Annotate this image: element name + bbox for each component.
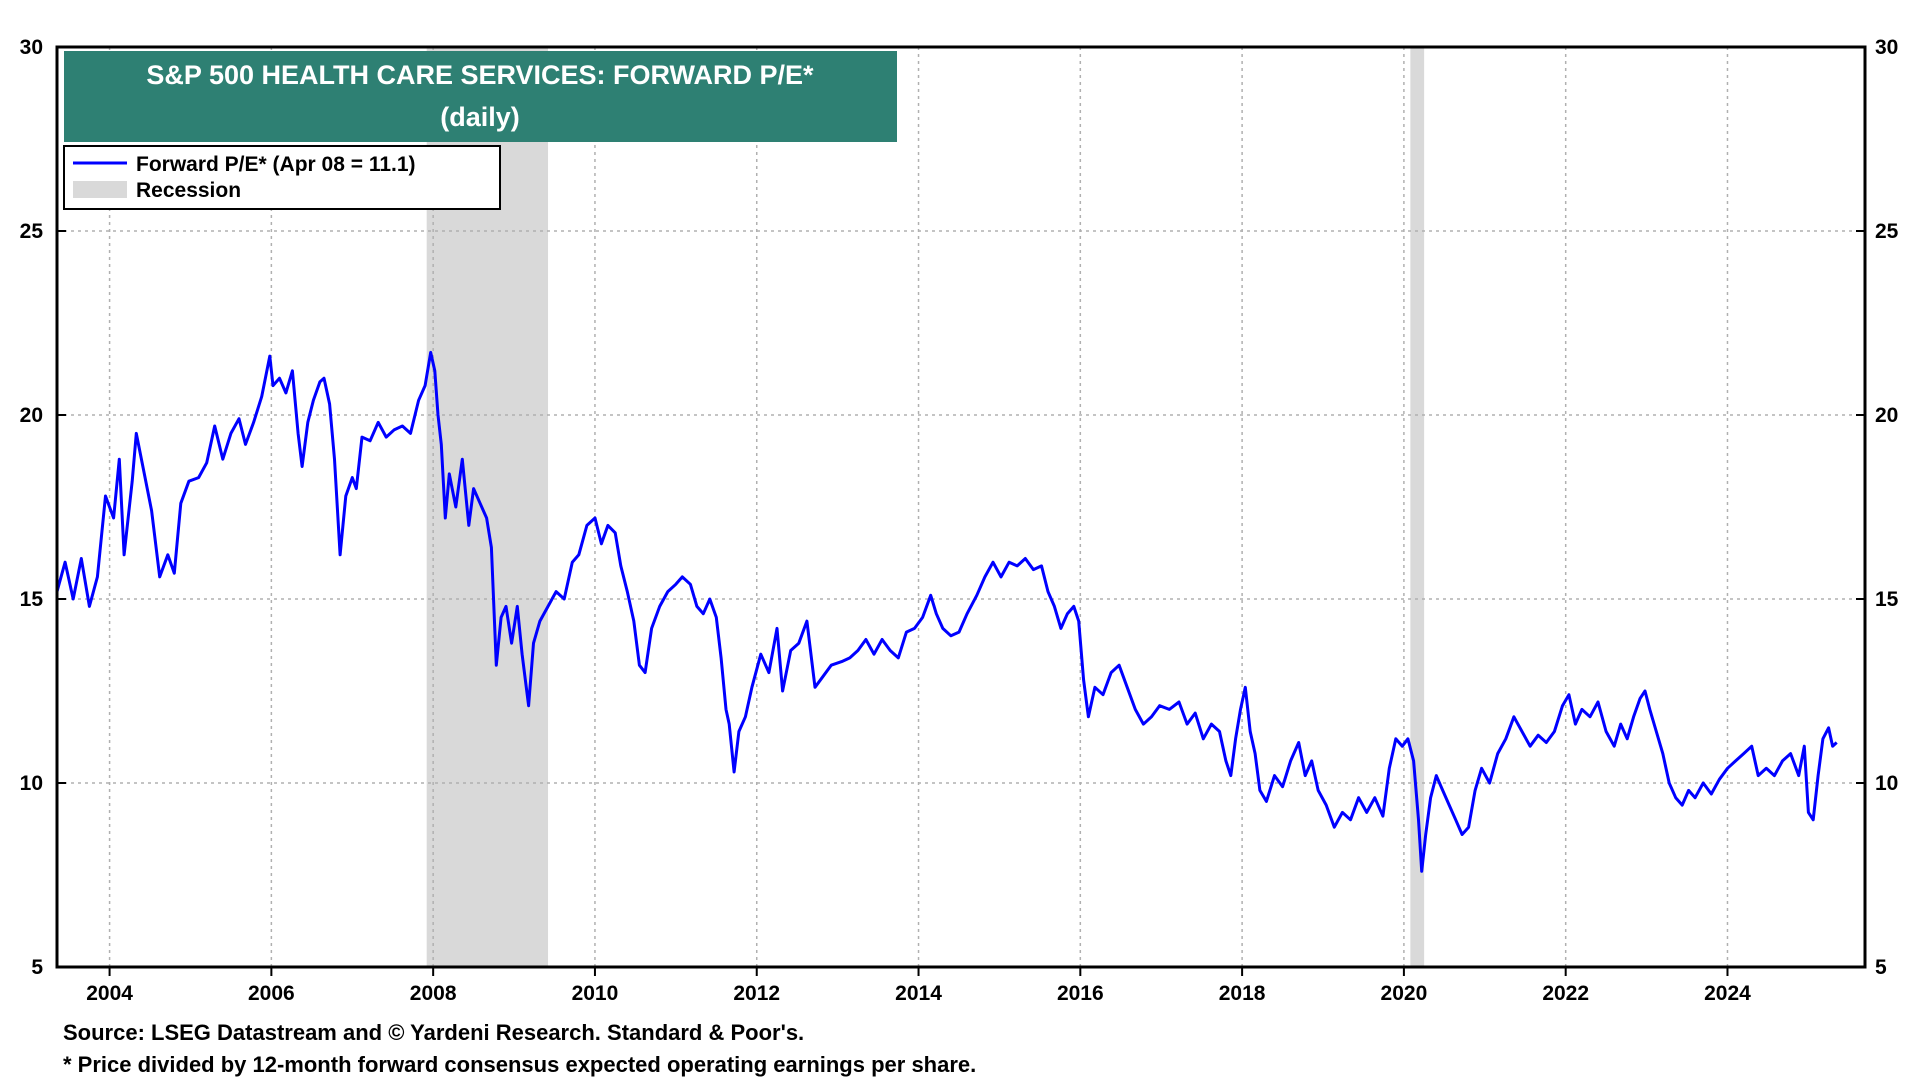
x-tick-label-2020: 2020 bbox=[1381, 982, 1428, 1005]
x-tick-label-2014: 2014 bbox=[895, 982, 942, 1005]
x-tick-label-2004: 2004 bbox=[86, 982, 133, 1005]
legend-recession-swatch bbox=[73, 181, 127, 198]
legend-box bbox=[63, 145, 501, 210]
legend-recession-label: Recession bbox=[136, 179, 241, 202]
definition-note: * Price divided by 12-month forward cons… bbox=[63, 1052, 977, 1077]
legend-series-label: Forward P/E* (Apr 08 = 11.1) bbox=[136, 153, 416, 176]
recession-bands bbox=[426, 47, 1425, 967]
y-tick-label-left-10: 10 bbox=[20, 772, 43, 795]
y-tick-label-left-5: 5 bbox=[31, 956, 43, 979]
y-tick-label-left-20: 20 bbox=[20, 404, 43, 427]
y-tick-label-right-20: 20 bbox=[1875, 404, 1898, 427]
y-tick-label-right-10: 10 bbox=[1875, 772, 1898, 795]
title-band bbox=[64, 51, 897, 142]
x-tick-label-2018: 2018 bbox=[1219, 982, 1266, 1005]
legend: Forward P/E* (Apr 08 = 11.1) Recession bbox=[63, 145, 501, 210]
y-tick-label-right-30: 30 bbox=[1875, 36, 1898, 59]
x-tick-label-2024: 2024 bbox=[1704, 982, 1751, 1005]
y-tick-label-right-25: 25 bbox=[1875, 220, 1899, 243]
x-tick-label-2010: 2010 bbox=[572, 982, 619, 1005]
recession-band-2 bbox=[1410, 47, 1425, 967]
x-tick-label-2016: 2016 bbox=[1057, 982, 1104, 1005]
gridlines bbox=[57, 47, 1865, 967]
chart-subtitle: (daily) bbox=[440, 102, 520, 132]
chart-title-box: S&P 500 HEALTH CARE SERVICES: FORWARD P/… bbox=[64, 51, 897, 142]
y-tick-label-left-15: 15 bbox=[20, 588, 44, 611]
plot-frame bbox=[55, 45, 1867, 969]
series-line-1 bbox=[55, 350, 1838, 873]
y-tick-label-right-5: 5 bbox=[1875, 956, 1887, 979]
x-tick-label-2022: 2022 bbox=[1542, 982, 1589, 1005]
y-tick-label-right-15: 15 bbox=[1875, 588, 1899, 611]
source-note: Source: LSEG Datastream and © Yardeni Re… bbox=[63, 1020, 805, 1045]
x-tick-label-2006: 2006 bbox=[248, 982, 295, 1005]
series-line-forward-pe bbox=[55, 350, 1838, 873]
x-tick-label-2008: 2008 bbox=[410, 982, 457, 1005]
x-tick-label-2012: 2012 bbox=[733, 982, 780, 1005]
y-tick-label-left-30: 30 bbox=[20, 36, 43, 59]
y-tick-label-left-25: 25 bbox=[20, 220, 44, 243]
chart-title: S&P 500 HEALTH CARE SERVICES: FORWARD P/… bbox=[146, 60, 814, 90]
